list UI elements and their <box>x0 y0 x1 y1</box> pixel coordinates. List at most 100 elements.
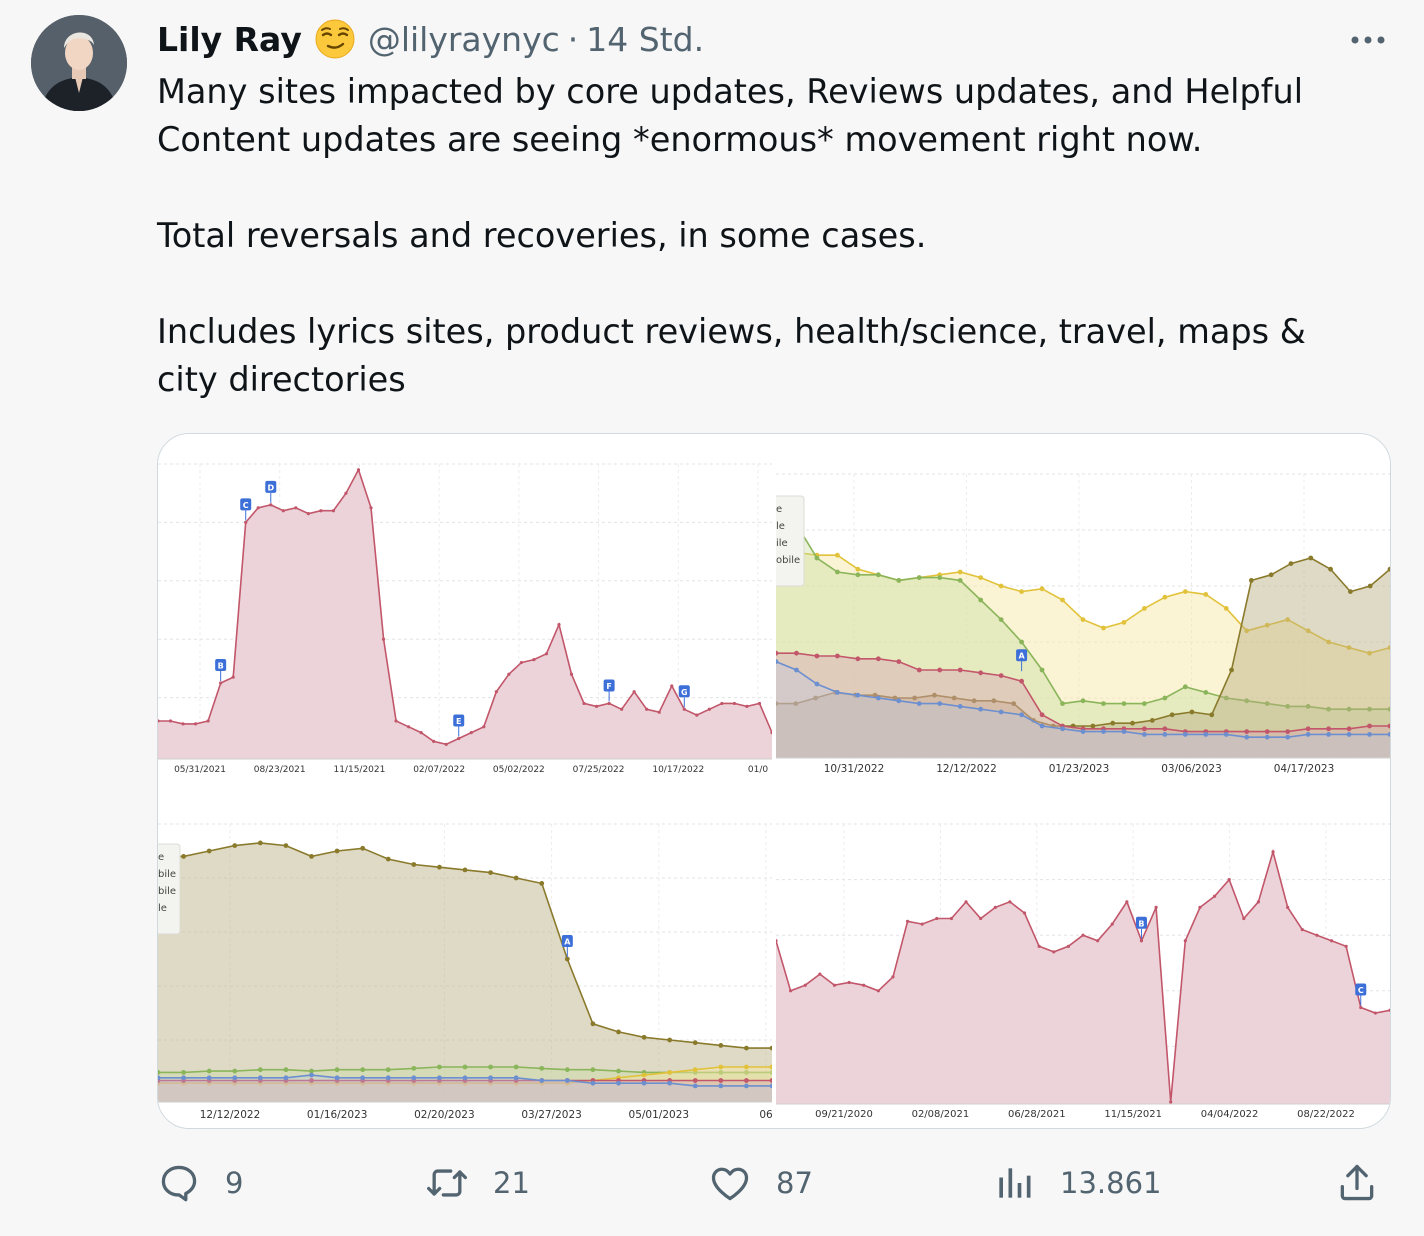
data-point <box>1256 900 1261 904</box>
data-point <box>835 552 840 558</box>
update-marker-label: D <box>267 483 274 492</box>
share-button[interactable] <box>1335 1160 1379 1206</box>
chart-image-1[interactable]: BCDEFGHIJK05/31/202108/23/202111/15/2021… <box>158 434 772 780</box>
data-point <box>916 667 922 673</box>
data-point <box>309 1072 314 1078</box>
update-marker <box>215 659 227 671</box>
tweet-paragraph: Includes lyrics sites, product reviews, … <box>157 312 1306 399</box>
author-handle[interactable]: @lilyraynyc <box>367 19 560 59</box>
chart-image-4[interactable]: B C 09/21/2020 02/08/2021 06/28/2021 11/15/20… <box>776 784 1390 1128</box>
chart-grid <box>158 823 772 1102</box>
data-point <box>1346 706 1352 712</box>
x-tick-label: 08/23/2021 <box>254 765 306 775</box>
data-point <box>1110 922 1114 926</box>
data-point <box>641 1034 647 1040</box>
update-marker-label: A <box>564 938 571 947</box>
data-point <box>1121 620 1127 625</box>
data-point <box>594 704 599 708</box>
tweet-timestamp[interactable]: 14 Std. <box>586 19 705 59</box>
data-point <box>935 916 939 921</box>
more-options-button[interactable] <box>1348 26 1388 54</box>
data-point <box>718 1064 724 1070</box>
data-point <box>855 572 861 578</box>
tweet-media-grid[interactable]: BCDEFGHIJK05/31/202108/23/202111/15/2021… <box>157 433 1391 1129</box>
reply-button[interactable]: 9 <box>157 1160 243 1206</box>
analytics-bars-icon <box>999 1168 1031 1198</box>
data-point <box>776 650 779 656</box>
data-point <box>1162 594 1168 600</box>
data-point <box>875 572 881 578</box>
legend-entry: le <box>158 903 167 914</box>
data-point <box>1329 939 1334 943</box>
tweet-header: Lily Ray @lilyraynyc · 14 Std. <box>157 18 704 60</box>
author-name[interactable]: Lily Ray <box>157 19 302 59</box>
data-point <box>1162 726 1168 732</box>
data-point <box>1060 597 1065 603</box>
series-area <box>158 469 772 759</box>
data-point <box>462 1064 468 1070</box>
data-point <box>1367 732 1372 737</box>
tweet-paragraph: Many sites impacted by core updates, Rev… <box>157 72 1304 159</box>
update-marker <box>1135 916 1147 929</box>
data-point <box>407 725 411 729</box>
data-point <box>356 468 361 472</box>
data-point <box>905 919 910 923</box>
data-point <box>360 845 366 851</box>
tweet-paragraph: Total reversals and recoveries, in some … <box>157 216 927 255</box>
data-point <box>1096 939 1100 943</box>
data-point <box>231 675 235 679</box>
data-point <box>1367 706 1372 712</box>
data-point <box>544 652 549 656</box>
data-point <box>462 1075 468 1081</box>
data-point <box>411 862 417 867</box>
data-point <box>718 1078 724 1083</box>
data-point <box>769 1078 772 1083</box>
data-point <box>1305 726 1311 732</box>
data-point <box>912 695 918 701</box>
data-point <box>1227 878 1231 882</box>
data-point <box>1203 592 1209 597</box>
series-area <box>158 1075 772 1102</box>
data-point <box>1346 732 1352 737</box>
data-point <box>744 1045 749 1051</box>
data-point <box>564 956 570 962</box>
data-point <box>695 713 699 717</box>
data-point <box>385 1067 391 1073</box>
retweet-button[interactable]: 21 <box>425 1160 530 1206</box>
data-point <box>770 731 772 735</box>
data-point <box>1039 723 1045 729</box>
x-tick-label: 09/21/2020 <box>815 1109 873 1120</box>
data-point <box>692 1067 698 1073</box>
data-point <box>891 975 895 979</box>
update-marker-label: B <box>1138 919 1144 928</box>
data-point <box>1264 622 1270 628</box>
data-point <box>632 690 636 694</box>
x-tick-label: 01/0 <box>748 765 768 775</box>
data-point <box>582 701 586 706</box>
views-button[interactable]: 13.861 <box>992 1160 1161 1206</box>
data-point <box>1305 732 1311 737</box>
data-point <box>385 1075 391 1081</box>
like-button[interactable]: 87 <box>708 1160 813 1206</box>
data-point <box>331 509 336 513</box>
data-point <box>1182 684 1188 690</box>
data-point <box>855 566 861 572</box>
heart-icon <box>711 1167 749 1201</box>
author-avatar[interactable] <box>31 15 127 111</box>
data-point <box>1388 1008 1390 1012</box>
data-point <box>181 1075 186 1081</box>
x-tick-label: 02/08/2021 <box>912 1109 970 1120</box>
update-marker-label: C <box>243 501 249 510</box>
data-point <box>482 725 486 729</box>
data-point <box>744 1070 749 1075</box>
data-point <box>1387 645 1390 650</box>
data-point <box>1011 701 1017 706</box>
data-point <box>1328 566 1333 572</box>
data-point <box>951 695 957 701</box>
data-point <box>158 1075 161 1081</box>
x-tick-label: 12/12/2022 <box>936 763 997 775</box>
data-point <box>916 575 922 580</box>
data-point <box>998 673 1004 678</box>
